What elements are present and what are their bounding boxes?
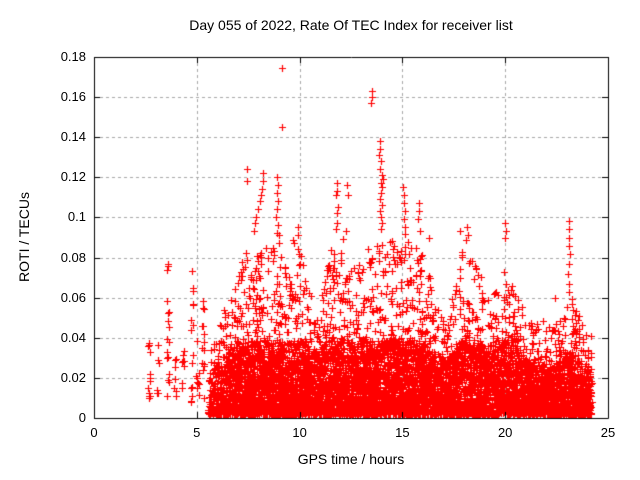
x-tick-label-0: 0 xyxy=(90,425,98,440)
y-axis-label: ROTI / TECUs xyxy=(16,192,32,282)
x-tick-label-10: 10 xyxy=(292,425,307,440)
y-tick-label-0.18: 0.18 xyxy=(60,49,86,64)
y-tick-label-0.16: 0.16 xyxy=(60,89,86,105)
y-tick-label-0.06: 0.06 xyxy=(60,289,86,305)
y-tick-label-0.12: 0.12 xyxy=(60,169,86,185)
x-tick-label-15: 15 xyxy=(395,425,410,440)
y-tick-label-0.04: 0.04 xyxy=(60,329,86,345)
y-tick-label-0.02: 0.02 xyxy=(60,369,86,385)
y-tick-label-0.1: 0.1 xyxy=(67,209,86,225)
x-tick-label-25: 25 xyxy=(600,425,616,440)
chart-title: Day 055 of 2022, Rate Of TEC Index for r… xyxy=(189,17,513,33)
y-tick-label-0: 0 xyxy=(78,410,86,425)
x-axis-label: GPS time / hours xyxy=(297,451,405,467)
x-tick-label-20: 20 xyxy=(497,425,513,440)
x-tick-label-5: 5 xyxy=(193,425,201,440)
y-tick-label-0.14: 0.14 xyxy=(60,129,86,145)
y-tick-label-0.08: 0.08 xyxy=(60,249,86,265)
